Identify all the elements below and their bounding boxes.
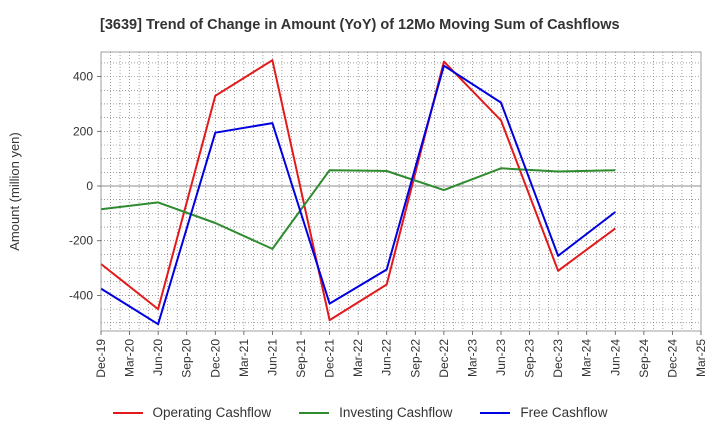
legend-item: Investing Cashflow <box>299 405 452 420</box>
legend-label: Investing Cashflow <box>339 405 453 420</box>
x-tick-label: Jun-23 <box>494 339 508 376</box>
x-tick-label: Sep-20 <box>180 339 194 378</box>
x-tick-label: Sep-22 <box>408 339 422 378</box>
legend-swatch <box>299 411 330 414</box>
axes: -400 -200 0 200 400 Dec-19 Mar-20 Jun-20 Sep-20 D… <box>69 70 708 378</box>
plot-frame <box>100 51 702 332</box>
y-tick-label: -400 <box>69 288 93 302</box>
legend-item: Operating Cashflow <box>112 405 272 420</box>
y-tick-label: -200 <box>69 234 93 248</box>
x-tick-label: Sep-21 <box>294 339 308 378</box>
x-tick-label: Dec-23 <box>551 339 565 378</box>
chart-title: [3639] Trend of Change in Amount (YoY) o… <box>100 17 620 33</box>
x-tick-label: Dec-22 <box>437 339 451 378</box>
x-tick-label: Mar-21 <box>237 339 251 377</box>
legend-item: Free Cashflow <box>480 405 607 420</box>
y-tick-label: 0 <box>86 179 93 193</box>
grid <box>101 52 701 331</box>
legend-swatch <box>480 411 511 414</box>
x-tick-label: Mar-20 <box>123 339 137 377</box>
x-tick-label: Dec-20 <box>208 339 222 378</box>
series-line-free-cashflow <box>100 64 616 326</box>
x-tick-label: Mar-24 <box>580 339 594 377</box>
legend-label: Free Cashflow <box>520 405 608 420</box>
x-tick-label: Jun-22 <box>380 339 394 376</box>
y-tick-label: 200 <box>73 124 93 138</box>
x-tick-label: Dec-21 <box>323 339 337 378</box>
series-line-operating-cashflow <box>100 59 616 322</box>
x-tick-label: Jun-20 <box>151 339 165 376</box>
x-tick-label: Jun-24 <box>608 339 622 376</box>
x-tick-label: Mar-23 <box>465 339 479 377</box>
legend-swatch <box>112 411 143 414</box>
x-tick-label: Sep-24 <box>637 339 651 378</box>
x-tick-label: Dec-19 <box>94 339 108 378</box>
x-tick-label: Sep-23 <box>523 339 537 378</box>
x-tick-label: Dec-24 <box>665 339 679 378</box>
series-line-investing-cashflow <box>100 167 616 250</box>
x-tick-label: Mar-22 <box>351 339 365 377</box>
series-layer <box>100 59 616 326</box>
plot-area <box>101 52 701 331</box>
legend: Operating Cashflow Investing Cashflow Free… <box>0 405 720 420</box>
y-axis-label: Amount (million yen) <box>7 132 22 251</box>
y-tick-label: 400 <box>73 70 93 84</box>
x-tick-label: Mar-25 <box>694 339 708 377</box>
legend-label: Operating Cashflow <box>152 405 272 420</box>
x-tick-label: Jun-21 <box>265 339 279 376</box>
